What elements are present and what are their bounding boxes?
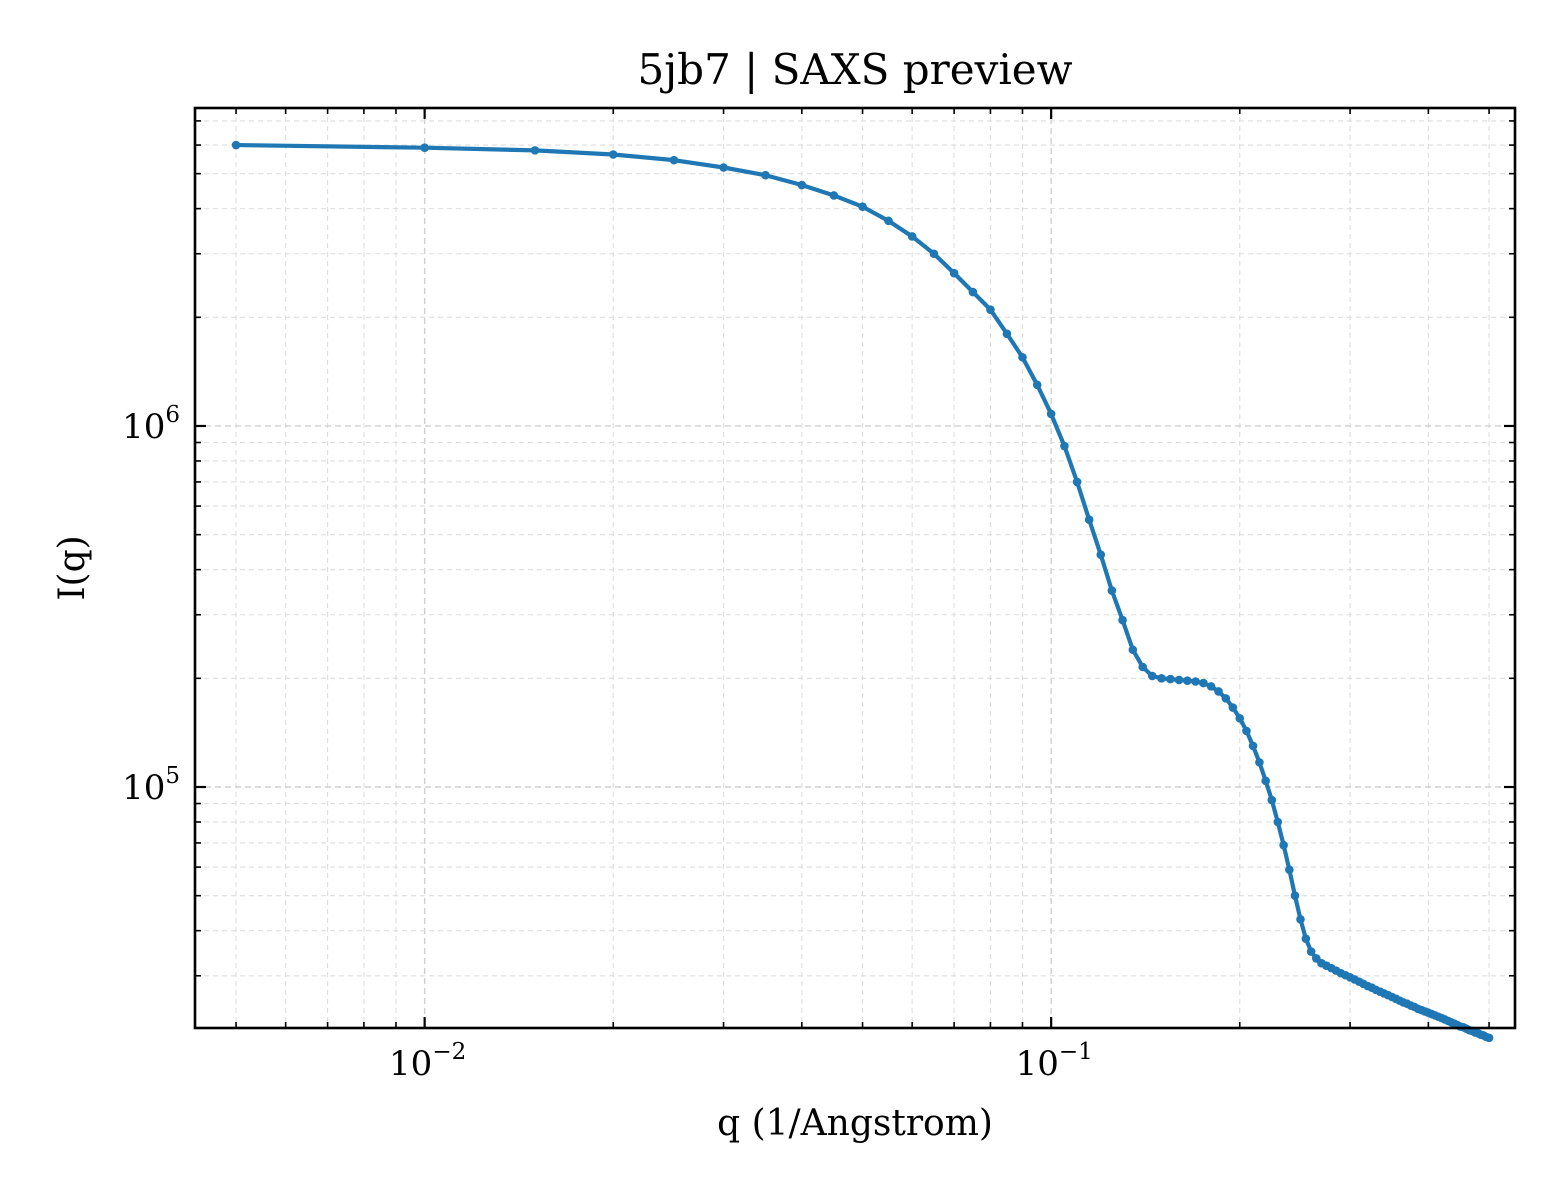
data-point bbox=[1018, 352, 1027, 362]
data-point bbox=[1484, 1033, 1494, 1043]
data-point bbox=[1290, 891, 1300, 900]
data-point bbox=[1147, 671, 1157, 681]
data-point bbox=[1306, 947, 1316, 956]
data-point bbox=[1096, 550, 1106, 560]
x-tick-label: 10−2 bbox=[389, 1039, 466, 1084]
data-point bbox=[1206, 682, 1216, 691]
data-point bbox=[1261, 776, 1270, 786]
data-point bbox=[1301, 934, 1311, 943]
data-point bbox=[884, 216, 893, 226]
data-point bbox=[761, 170, 770, 180]
data-point bbox=[1060, 441, 1069, 451]
data-point bbox=[1199, 678, 1208, 688]
y-axis-label: I(q) bbox=[52, 535, 93, 600]
data-point bbox=[949, 268, 959, 278]
plot-frame bbox=[193, 106, 1517, 1030]
data-point bbox=[968, 287, 978, 297]
data-point bbox=[1214, 687, 1223, 696]
data-point bbox=[1138, 662, 1147, 672]
axis-ticks bbox=[195, 108, 1515, 1028]
data-point bbox=[1191, 677, 1200, 686]
y-tick-label: 106 bbox=[122, 402, 180, 447]
chart-title: 5jb7 | SAXS preview bbox=[637, 45, 1072, 94]
data-point bbox=[231, 140, 241, 150]
data-point bbox=[1228, 703, 1238, 712]
data-point bbox=[1221, 694, 1231, 703]
data-point bbox=[719, 163, 728, 172]
tick-labels: 10−2 10−1 105 106 bbox=[122, 402, 1093, 1084]
data-point bbox=[858, 202, 867, 211]
data-point bbox=[1255, 758, 1264, 767]
data-point bbox=[669, 155, 679, 165]
data-point bbox=[1084, 515, 1094, 525]
y-tick-label: 105 bbox=[122, 763, 180, 808]
data-point bbox=[1157, 674, 1166, 683]
data-point bbox=[907, 232, 917, 241]
data-point bbox=[1285, 865, 1294, 875]
data-point bbox=[829, 191, 839, 200]
data-point bbox=[1046, 409, 1056, 419]
data-point bbox=[1248, 741, 1258, 751]
data-point bbox=[1072, 477, 1082, 487]
x-axis-label: q (1/Angstrom) bbox=[717, 1103, 993, 1144]
data-point bbox=[1118, 615, 1127, 625]
data-point bbox=[1002, 329, 1012, 339]
data-point bbox=[530, 146, 540, 155]
data-point bbox=[1296, 915, 1305, 924]
data-point bbox=[1128, 645, 1138, 655]
data-point bbox=[986, 305, 995, 314]
data-point bbox=[1183, 676, 1192, 685]
data-point bbox=[1174, 675, 1184, 685]
data-series bbox=[231, 140, 1494, 1043]
data-point bbox=[420, 143, 429, 152]
data-point bbox=[797, 180, 807, 190]
data-point bbox=[1235, 713, 1245, 723]
data-point bbox=[608, 150, 618, 159]
data-point bbox=[1166, 674, 1175, 684]
data-point bbox=[1032, 380, 1042, 390]
data-point bbox=[929, 249, 939, 259]
x-tick-label: 10−1 bbox=[1016, 1039, 1093, 1084]
grid-lines bbox=[195, 108, 1515, 1028]
data-point bbox=[1107, 586, 1117, 595]
data-point bbox=[1242, 726, 1251, 736]
data-point bbox=[1279, 840, 1288, 850]
data-point bbox=[1267, 795, 1277, 805]
data-point bbox=[1273, 817, 1283, 827]
